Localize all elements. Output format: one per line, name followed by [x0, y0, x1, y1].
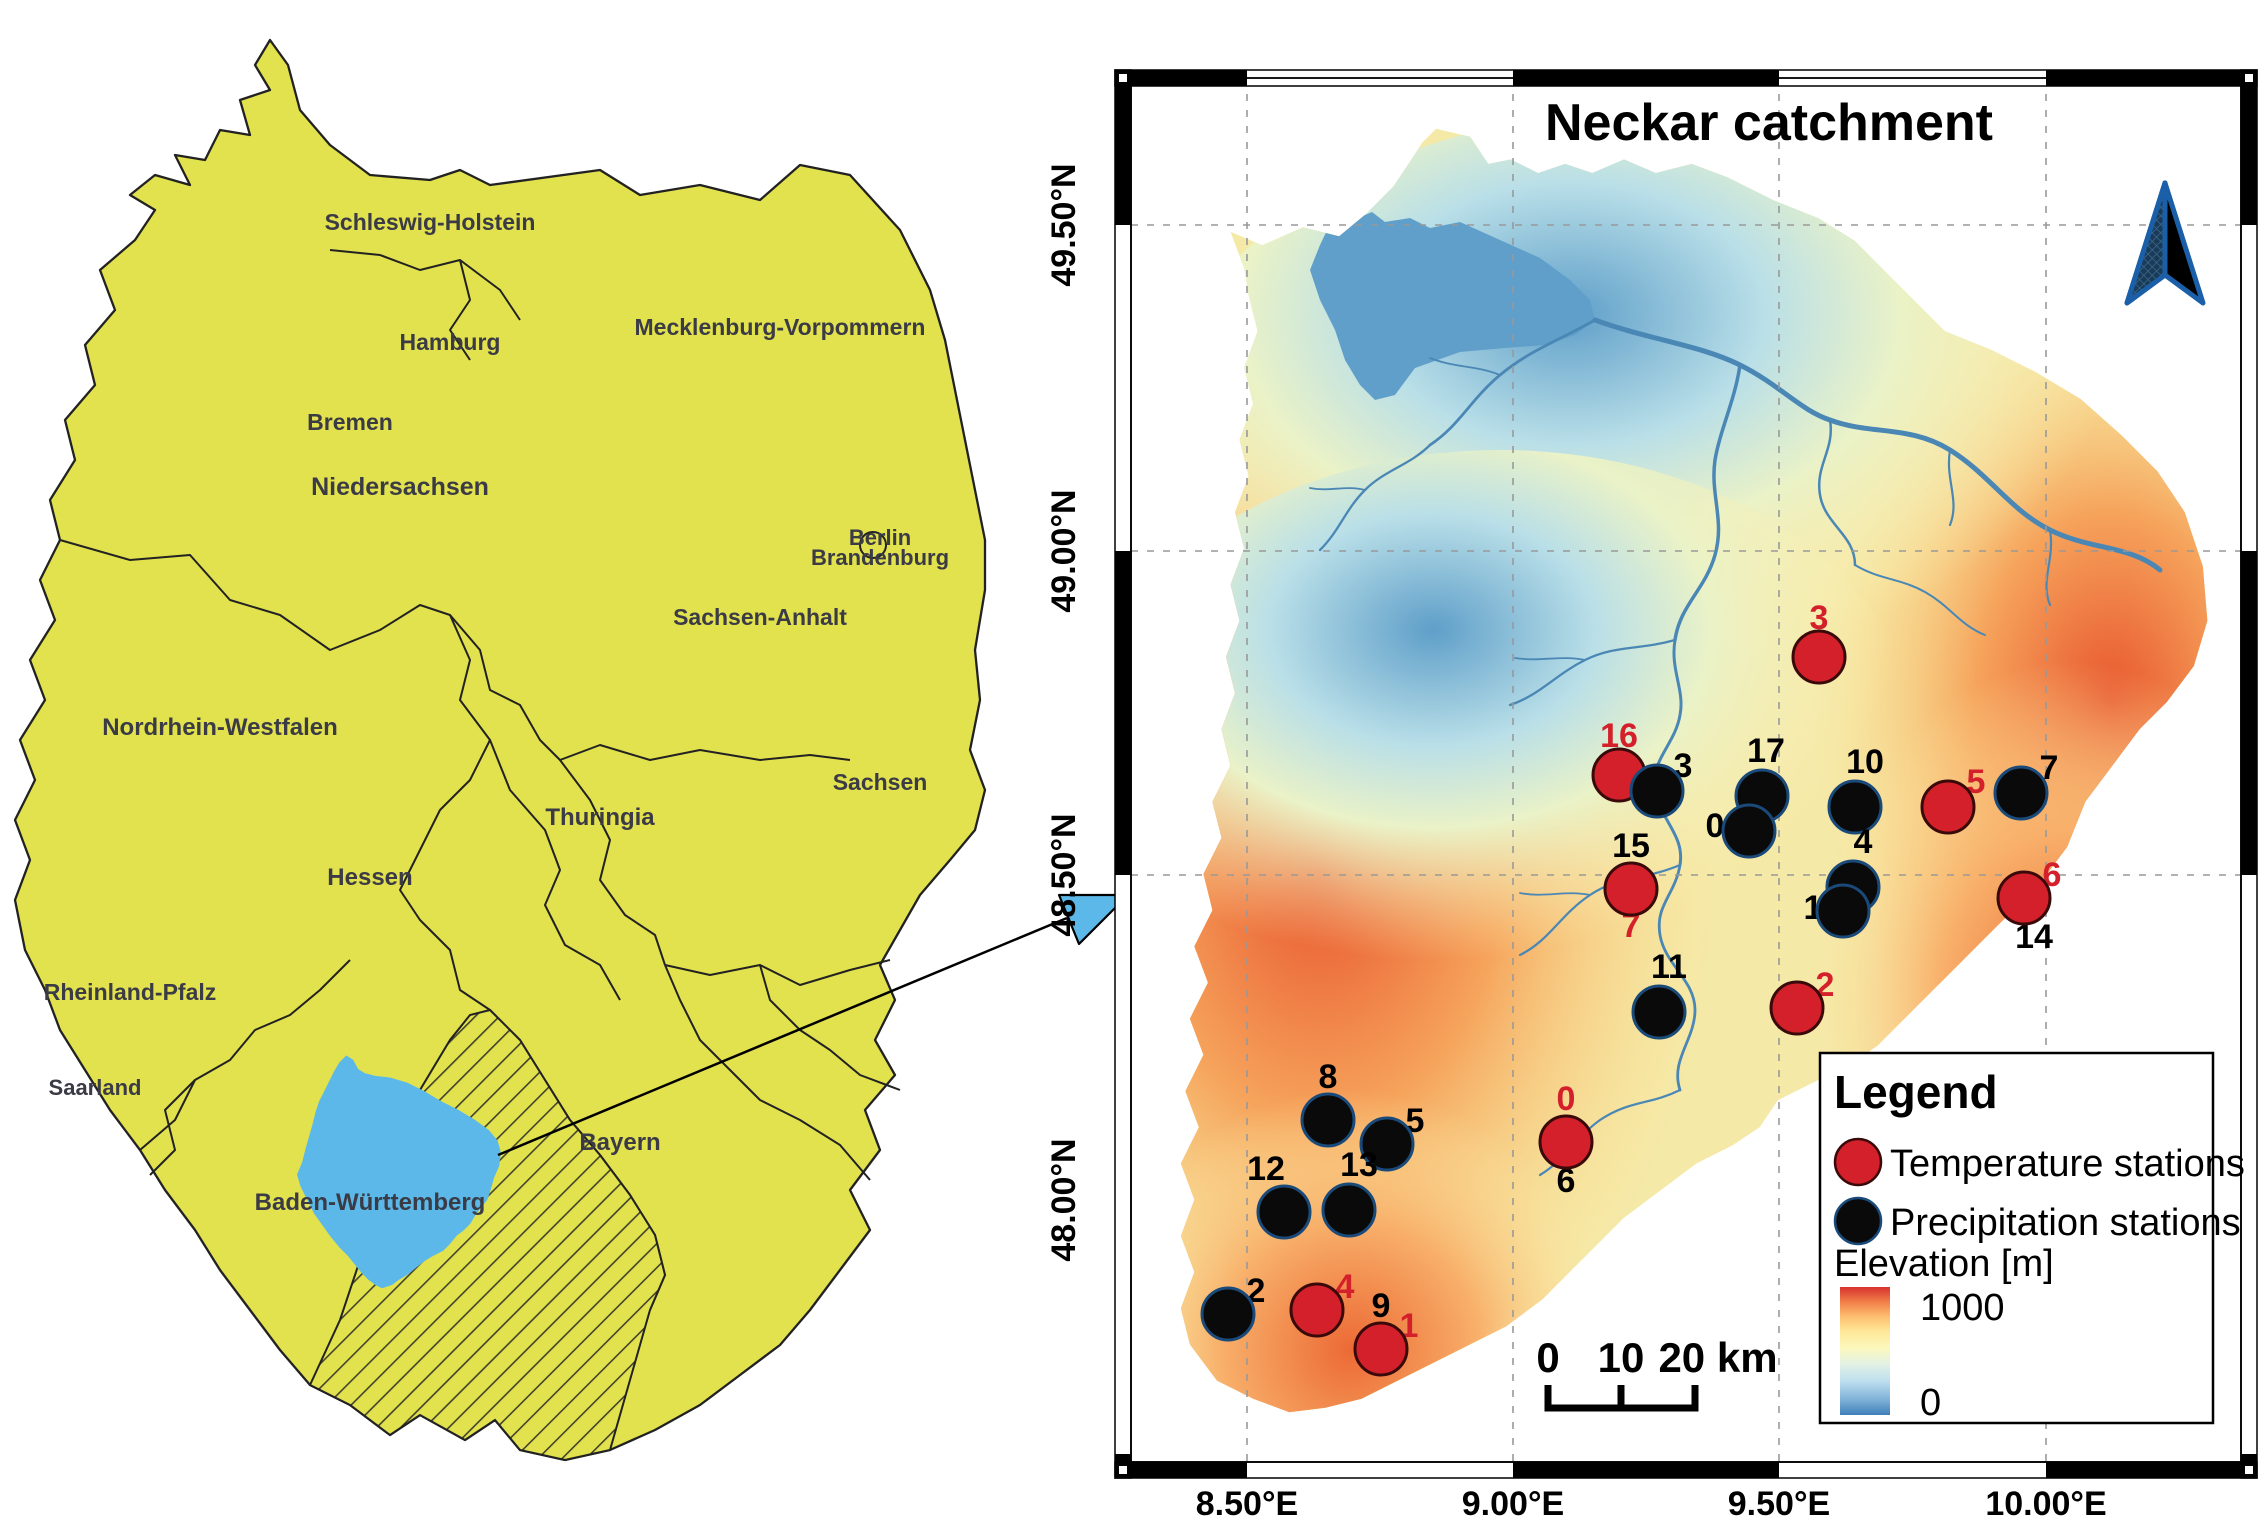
svg-text:9: 9	[1372, 1287, 1391, 1325]
svg-text:8.50°E: 8.50°E	[1196, 1485, 1298, 1523]
svg-text:Sachsen-Anhalt: Sachsen-Anhalt	[673, 604, 847, 630]
svg-text:11: 11	[1651, 948, 1687, 986]
svg-text:0: 0	[1536, 1334, 1559, 1381]
svg-text:Schleswig-Holstein: Schleswig-Holstein	[325, 209, 536, 235]
svg-text:17: 17	[1747, 732, 1785, 770]
svg-text:0: 0	[1557, 1080, 1576, 1118]
svg-text:Temperature stations: Temperature stations	[1890, 1143, 2245, 1185]
svg-text:Hamburg: Hamburg	[400, 329, 501, 355]
svg-text:4: 4	[1854, 823, 1873, 861]
svg-text:0: 0	[1920, 1382, 1941, 1424]
svg-text:Bayern: Bayern	[579, 1129, 660, 1156]
svg-text:10: 10	[1846, 743, 1884, 781]
svg-text:Thuringia: Thuringia	[545, 804, 655, 831]
svg-text:Nordrhein-Westfalen: Nordrhein-Westfalen	[102, 714, 338, 741]
svg-text:Legend: Legend	[1834, 1066, 1998, 1118]
svg-text:0: 0	[1706, 807, 1725, 845]
svg-text:8: 8	[1319, 1058, 1338, 1096]
svg-text:Saarland: Saarland	[49, 1075, 142, 1100]
svg-text:13: 13	[1340, 1146, 1378, 1184]
svg-text:Niedersachsen: Niedersachsen	[311, 473, 489, 501]
svg-text:Sachsen: Sachsen	[833, 769, 928, 795]
svg-text:Baden-Württemberg: Baden-Württemberg	[255, 1189, 486, 1216]
svg-text:9.00°E: 9.00°E	[1462, 1485, 1564, 1523]
svg-text:48.00°N: 48.00°N	[1045, 1138, 1083, 1261]
svg-text:12: 12	[1247, 1150, 1285, 1188]
svg-text:10.00°E: 10.00°E	[1985, 1485, 2106, 1523]
svg-text:Neckar catchment: Neckar catchment	[1545, 94, 1993, 152]
svg-text:49.50°N: 49.50°N	[1045, 163, 1083, 286]
svg-text:Elevation [m]: Elevation [m]	[1834, 1243, 2054, 1285]
svg-text:1000: 1000	[1920, 1287, 2005, 1329]
svg-text:Precipitation stations: Precipitation stations	[1890, 1202, 2241, 1244]
svg-text:49.00°N: 49.00°N	[1045, 489, 1083, 612]
svg-text:Bremen: Bremen	[307, 409, 393, 435]
svg-text:9.50°E: 9.50°E	[1728, 1485, 1830, 1523]
svg-text:Brandenburg: Brandenburg	[811, 545, 949, 570]
svg-text:10: 10	[1598, 1334, 1645, 1381]
svg-text:20 km: 20 km	[1658, 1334, 1777, 1381]
svg-text:Hessen: Hessen	[327, 864, 412, 891]
svg-text:Rheinland-Pfalz: Rheinland-Pfalz	[44, 979, 217, 1005]
svg-text:48.50°N: 48.50°N	[1045, 813, 1083, 936]
svg-text:15: 15	[1612, 827, 1650, 865]
svg-text:Mecklenburg-Vorpommern: Mecklenburg-Vorpommern	[635, 314, 926, 340]
